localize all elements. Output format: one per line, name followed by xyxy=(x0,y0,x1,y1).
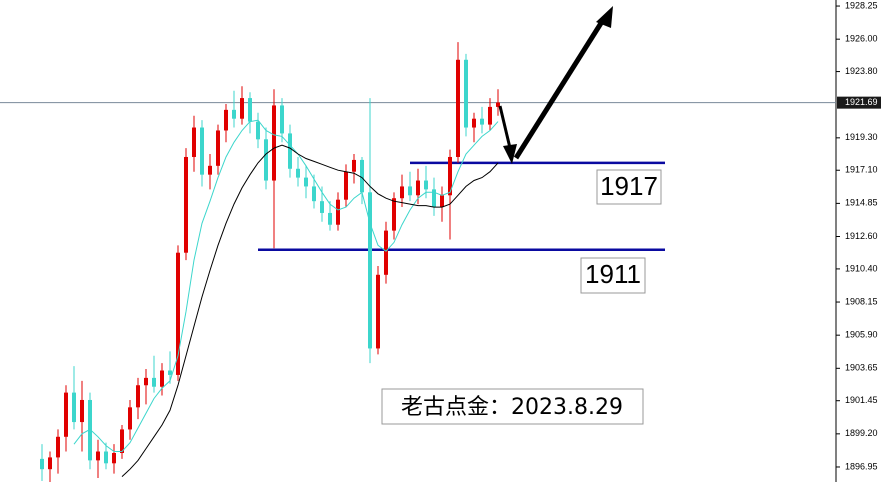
y-tick-label: 1912.60 xyxy=(845,231,878,241)
candle-body xyxy=(152,377,156,387)
candle-body xyxy=(128,407,132,430)
candle-body xyxy=(48,457,52,470)
candle-body xyxy=(392,198,396,231)
candle-body xyxy=(56,436,60,458)
moving-average xyxy=(73,119,499,452)
candle-body xyxy=(136,385,140,408)
y-tick-label: 1901.45 xyxy=(845,395,878,405)
arrows xyxy=(498,6,613,164)
candle-body xyxy=(64,392,68,437)
candle-body xyxy=(288,133,292,169)
candle-body xyxy=(480,118,484,125)
y-tick-label: 1899.20 xyxy=(845,428,878,438)
candle-body xyxy=(224,109,228,131)
candle-body xyxy=(192,127,196,157)
candle-body xyxy=(112,452,116,464)
candle-body xyxy=(72,392,76,423)
candle-body xyxy=(400,186,404,199)
candle-body xyxy=(184,156,188,253)
candle-body xyxy=(272,105,276,181)
y-tick-label: 1926.00 xyxy=(845,34,878,44)
candle-body xyxy=(464,59,468,128)
candle-body xyxy=(312,186,316,202)
candle-body xyxy=(320,201,324,213)
y-tick-label: 1903.65 xyxy=(845,363,878,373)
candle-body xyxy=(256,121,260,140)
candle-body xyxy=(88,399,92,461)
annotation: 老古点金：2023.8.29 xyxy=(401,395,623,420)
annotation: 1917 xyxy=(600,171,658,201)
candle-body xyxy=(440,195,444,208)
y-tick-label: 1910.40 xyxy=(845,263,878,273)
candle-body xyxy=(408,186,412,196)
candle-body xyxy=(200,127,204,175)
candle-body xyxy=(360,159,364,193)
candle-body xyxy=(216,130,220,166)
candle-body xyxy=(432,189,436,208)
annotation: 1911 xyxy=(585,259,641,289)
arrow-up xyxy=(513,18,606,160)
candle-body xyxy=(488,106,492,125)
candle-body xyxy=(280,105,284,134)
candle-body xyxy=(328,212,332,225)
candle-body xyxy=(168,370,172,375)
candle-body xyxy=(448,156,452,196)
plot xyxy=(0,42,836,482)
candle-body xyxy=(472,118,476,128)
candle-body xyxy=(264,139,268,181)
y-tick-label: 1923.80 xyxy=(845,66,878,76)
candle-body xyxy=(240,98,244,119)
candle-body xyxy=(376,274,380,349)
annotation-box xyxy=(580,257,646,294)
candle-body xyxy=(80,399,84,423)
arrow-down xyxy=(498,105,512,149)
candle-body xyxy=(416,180,420,196)
candle-body xyxy=(232,109,236,119)
candle-body xyxy=(344,171,348,200)
arrow-head xyxy=(503,144,517,164)
current-price-label: 1921.69 xyxy=(845,97,878,107)
candle-body xyxy=(144,377,148,386)
candle-body xyxy=(248,98,252,122)
candle-body xyxy=(304,177,308,187)
candle-body xyxy=(368,192,372,349)
candle-body xyxy=(176,252,180,375)
candle-body xyxy=(40,458,44,470)
candle-body xyxy=(120,429,124,453)
candle-body xyxy=(96,451,100,461)
candle-body xyxy=(208,165,212,175)
y-tick-label: 1917.10 xyxy=(845,165,878,175)
moving-average xyxy=(121,144,499,477)
y-tick-label: 1908.15 xyxy=(845,296,878,306)
candle-body xyxy=(456,59,460,157)
candle-body xyxy=(296,168,300,178)
current-price-box xyxy=(837,96,881,109)
candle-body xyxy=(424,180,428,190)
y-tick-label: 1896.95 xyxy=(845,461,878,471)
candle-body xyxy=(496,102,500,107)
candle-body xyxy=(104,451,108,464)
annotation-box xyxy=(596,169,662,205)
y-tick-label: 1928.25 xyxy=(845,0,878,10)
candle-body xyxy=(352,159,356,172)
y-tick-label: 1905.90 xyxy=(845,330,878,340)
y-tick-label: 1914.85 xyxy=(845,198,878,208)
y-tick-label: 1919.30 xyxy=(845,132,878,142)
annotation-box xyxy=(381,388,644,425)
candle-body xyxy=(384,230,388,275)
arrow-head xyxy=(596,6,613,28)
candle-body xyxy=(336,199,340,225)
candle-body xyxy=(160,370,164,387)
